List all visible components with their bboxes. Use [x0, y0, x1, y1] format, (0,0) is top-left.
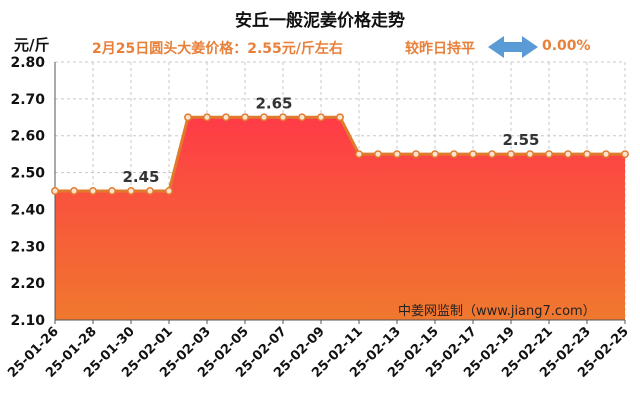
- data-point: [317, 113, 325, 122]
- data-point: [108, 187, 116, 195]
- data-point: [602, 150, 610, 159]
- data-point: [184, 113, 192, 122]
- data-point: [450, 150, 458, 159]
- y-tick-label: 2.10: [10, 313, 45, 329]
- compare-label: 较昨日持平: [405, 41, 475, 57]
- data-point: [583, 150, 591, 159]
- data-point: [146, 187, 154, 195]
- data-label: 2.65: [255, 94, 292, 112]
- change-percentage: 0.00%: [542, 38, 591, 54]
- data-point: [51, 187, 59, 195]
- y-tick-label: 2.70: [10, 92, 45, 108]
- data-point: [545, 150, 553, 159]
- y-tick-label: 2.60: [10, 129, 45, 145]
- data-point: [507, 150, 515, 159]
- double-arrow-icon: [488, 36, 538, 58]
- data-point: [89, 187, 97, 195]
- y-axis-unit: 元/斤: [14, 36, 50, 54]
- data-point: [222, 113, 230, 122]
- data-point: [203, 113, 211, 122]
- data-point: [241, 113, 249, 122]
- data-point: [355, 150, 363, 159]
- data-point: [374, 150, 382, 159]
- data-point: [298, 113, 306, 122]
- chart-title: 安丘一般泥姜价格走势: [235, 11, 405, 31]
- data-point: [279, 113, 287, 122]
- y-tick-label: 2.30: [10, 239, 45, 255]
- data-point: [127, 187, 135, 195]
- data-label: 2.45: [122, 168, 159, 186]
- price-summary: 2月25日圆头大姜价格：2.55元/斤左右: [92, 41, 343, 57]
- data-point: [431, 150, 439, 159]
- data-point: [564, 150, 572, 159]
- data-point: [336, 113, 344, 122]
- y-tick-label: 2.20: [10, 276, 45, 292]
- data-point: [260, 113, 268, 122]
- data-point: [526, 150, 534, 159]
- data-point: [70, 187, 78, 195]
- data-point: [469, 150, 477, 159]
- y-tick-label: 2.50: [10, 166, 45, 182]
- y-tick-label: 2.40: [10, 202, 45, 218]
- data-point: [393, 150, 401, 159]
- data-point: [488, 150, 496, 159]
- data-label: 2.55: [502, 131, 539, 149]
- price-area: [55, 117, 625, 321]
- data-point: [412, 150, 420, 159]
- watermark: 中姜网监制（www.jiang7.com）: [398, 304, 596, 319]
- data-point: [165, 187, 173, 195]
- data-point: [621, 150, 629, 159]
- y-tick-label: 2.80: [10, 55, 45, 71]
